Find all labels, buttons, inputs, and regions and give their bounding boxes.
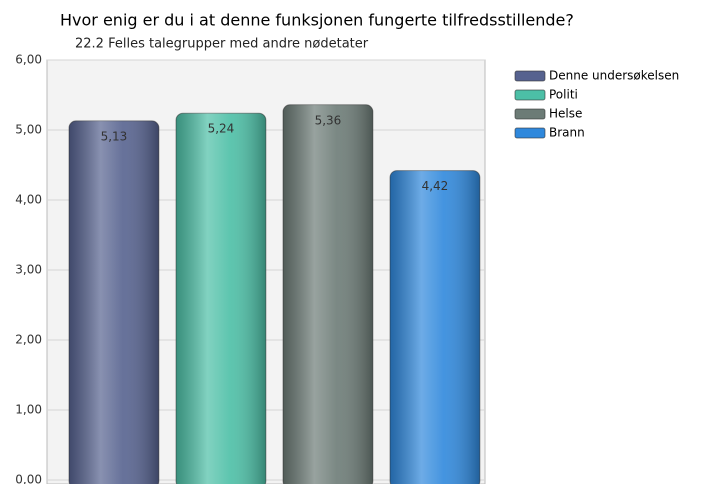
legend-swatch: [514, 127, 546, 139]
legend-label: Helse: [549, 107, 582, 121]
data-label: 5,36: [315, 113, 342, 127]
y-tick-label: 3,00: [15, 263, 42, 277]
legend-label: Brann: [549, 126, 585, 140]
chart-subtitle: 22.2 Felles talegrupper med andre nødeta…: [75, 37, 369, 52]
legend-swatch: [514, 108, 546, 120]
legend-swatch: [514, 70, 546, 82]
y-tick-label: 1,00: [15, 403, 42, 417]
legend-label: Politi: [549, 88, 578, 102]
data-label: 5,24: [208, 122, 235, 136]
chart-title: Hvor enig er du i at denne funksjonen fu…: [60, 11, 574, 30]
y-tick-label: 5,00: [15, 123, 42, 137]
data-label: 5,13: [101, 129, 128, 143]
bar-shine: [390, 170, 480, 484]
y-tick-label: 0,00: [15, 473, 42, 484]
y-tick-label: 2,00: [15, 333, 42, 347]
bar-shine: [283, 104, 373, 484]
legend-swatch: [514, 89, 546, 101]
bar-shine: [176, 113, 266, 484]
y-tick-label: 6,00: [15, 53, 42, 67]
data-label: 4,42: [422, 179, 449, 193]
y-tick-label: 4,00: [15, 193, 42, 207]
bar-shine: [69, 120, 159, 484]
legend-label: Denne undersøkelsen: [549, 69, 679, 83]
